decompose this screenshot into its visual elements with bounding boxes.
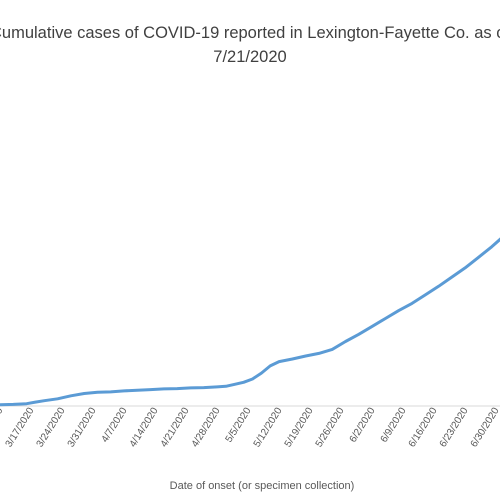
x-tick-label: 3/31/2020 [66, 405, 99, 449]
x-tick-label: 6/30/2020 [469, 405, 500, 449]
x-tick-label: 5/26/2020 [314, 405, 347, 449]
series-line [0, 237, 500, 407]
x-tick-label: 3/24/2020 [35, 405, 68, 449]
x-tick-label: 4/14/2020 [128, 405, 161, 449]
x-tick-label: 3/17/2020 [4, 405, 37, 449]
x-tick-label: 5/5/2020 [224, 405, 254, 444]
series-layer [0, 237, 500, 407]
chart-title-line1: Cumulative cases of COVID-19 reported in… [0, 24, 500, 42]
x-tick-label: 5/19/2020 [283, 405, 316, 449]
x-tick-label: 4/7/2020 [100, 405, 130, 444]
x-tick-label: 4/28/2020 [190, 405, 223, 449]
x-tick-label: 6/2/2020 [348, 405, 378, 444]
x-tick-label: 4/21/2020 [159, 405, 192, 449]
x-tick-label: 6/16/2020 [407, 405, 440, 449]
x-tick-label: 6/23/2020 [438, 405, 471, 449]
x-tick-label: 5/12/2020 [252, 405, 285, 449]
x-tick-label: 6/9/2020 [379, 405, 409, 444]
chart-title-line2: 7/21/2020 [213, 48, 286, 66]
x-axis-title: Date of onset (or specimen collection) [170, 480, 355, 492]
